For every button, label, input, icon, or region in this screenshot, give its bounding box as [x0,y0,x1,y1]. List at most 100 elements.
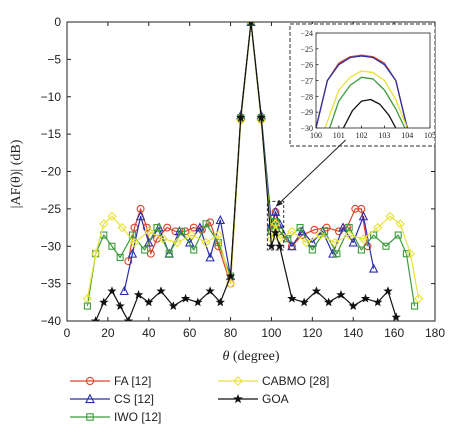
inset-series-group [316,54,408,128]
data-point-goa [287,293,297,303]
inset-line-iwo-12 [329,76,406,128]
legend-marker-goa [233,393,243,404]
data-point-cabmo-28 [344,230,354,240]
data-point-fa-12 [163,223,172,232]
x-tick-label: 120 [302,326,322,340]
inset-y-tick-label: −28 [300,92,313,101]
y-tick-label: 0 [54,15,61,29]
inset-line-goa [342,98,397,128]
data-point-cabmo-28 [385,211,395,222]
x-tick-label: 0 [64,326,71,340]
legend-label-cabmo-28: CABMO [28] [262,374,329,388]
zoom-region-box [266,200,285,251]
x-tick-label: 20 [101,326,115,340]
data-point-goa [205,286,215,296]
data-point-iwo-12 [411,302,419,310]
data-point-cabmo-28 [82,293,93,304]
inset-x-tick-label: 104 [401,131,413,140]
data-point-cabmo-28 [301,237,311,248]
data-point-iwo-12 [308,246,316,254]
data-point-iwo-12 [333,250,341,258]
data-point-goa [99,297,109,307]
data-point-iwo-12 [108,242,116,250]
data-point-goa [373,297,383,307]
data-point-iwo-12 [190,246,198,254]
data-point-goa [256,112,266,122]
data-point-goa [236,112,246,122]
data-point-cabmo-28 [287,226,297,236]
data-point-goa [248,22,254,26]
y-tick-label: −40 [41,314,62,328]
inset-y-tick-label: −30 [300,124,313,133]
legend-label-iwo-12: IWO [12] [114,410,161,424]
data-point-goa [215,297,225,307]
x-tick-label: 40 [142,326,156,340]
data-point-goa [144,297,154,307]
data-point-cs-12 [127,248,138,258]
main-plot-axes: 0 20 40 60 80 100 120 140 160 180 0 −5 −10 −15 −20 −25 −… [41,15,446,340]
data-point-goa [107,286,117,296]
data-point-goa [336,289,346,299]
x-axis-label: θ (degree) [222,349,279,364]
legend: FA [12] CS [12] IWO [12] CABMO [28] GOA [70,374,329,424]
data-point-iwo-12 [141,246,149,254]
inset-y-tick-label: −27 [300,77,313,86]
data-point-fa-12 [189,223,198,232]
data-point-cabmo-28 [90,249,101,259]
data-point-iwo-12 [128,231,136,239]
inset-line-cabmo-28 [324,70,408,128]
legend-label-cs-12: CS [12] [114,392,154,406]
inset-y-tick-label: −29 [300,108,313,117]
data-point-goa [91,316,101,321]
data-point-cs-12 [119,285,129,296]
data-point-cs-12 [195,222,205,232]
y-tick-label: −35 [41,277,62,291]
data-point-goa [311,286,322,296]
x-tick-label: 80 [224,326,238,340]
data-point-fa-12 [124,257,133,266]
data-point-cs-12 [287,241,297,251]
data-point-cs-12 [135,211,146,221]
y-tick-label: −5 [47,52,61,66]
data-point-fa-12 [206,218,215,227]
data-point-fa-12 [146,249,155,258]
legend-marker-cabmo-28 [233,376,243,386]
inset-pointer-arrow [275,139,346,207]
data-point-cabmo-28 [187,230,197,240]
data-point-goa [266,241,277,251]
data-point-cs-12 [358,211,369,221]
data-point-goa [133,289,144,299]
legend-marker-fa-12 [85,376,95,386]
data-point-goa [180,293,191,303]
data-point-cabmo-28 [144,226,154,236]
main-plot-curves [82,22,424,321]
data-point-iwo-12 [284,235,292,243]
data-point-cs-12 [144,237,154,247]
data-point-iwo-12 [165,250,173,258]
y-tick-label: −15 [41,127,62,141]
inset-x-tick-label: 102 [356,131,368,140]
legend-label-goa: GOA [262,392,289,406]
data-point-iwo-12 [153,224,161,232]
data-point-cabmo-28 [413,293,424,304]
data-point-goa [348,301,358,310]
data-point-cs-12 [338,222,348,232]
data-point-goa [168,301,178,310]
data-point-cs-12 [270,206,281,216]
data-point-cabmo-28 [330,237,340,248]
data-point-cabmo-28 [213,230,223,240]
data-point-goa [156,286,166,296]
y-tick-label: −10 [41,90,62,104]
data-point-cabmo-28 [315,230,326,240]
data-point-cabmo-28 [395,219,405,229]
data-point-cabmo-28 [158,234,168,244]
data-point-cabmo-28 [358,234,369,244]
legend-marker-iwo-12 [86,413,94,421]
data-point-cabmo-28 [373,222,383,233]
data-point-goa [360,293,371,303]
data-point-iwo-12 [394,231,402,239]
inset-border [289,23,436,147]
data-point-iwo-12 [370,231,378,239]
data-point-fa-12 [310,225,319,234]
